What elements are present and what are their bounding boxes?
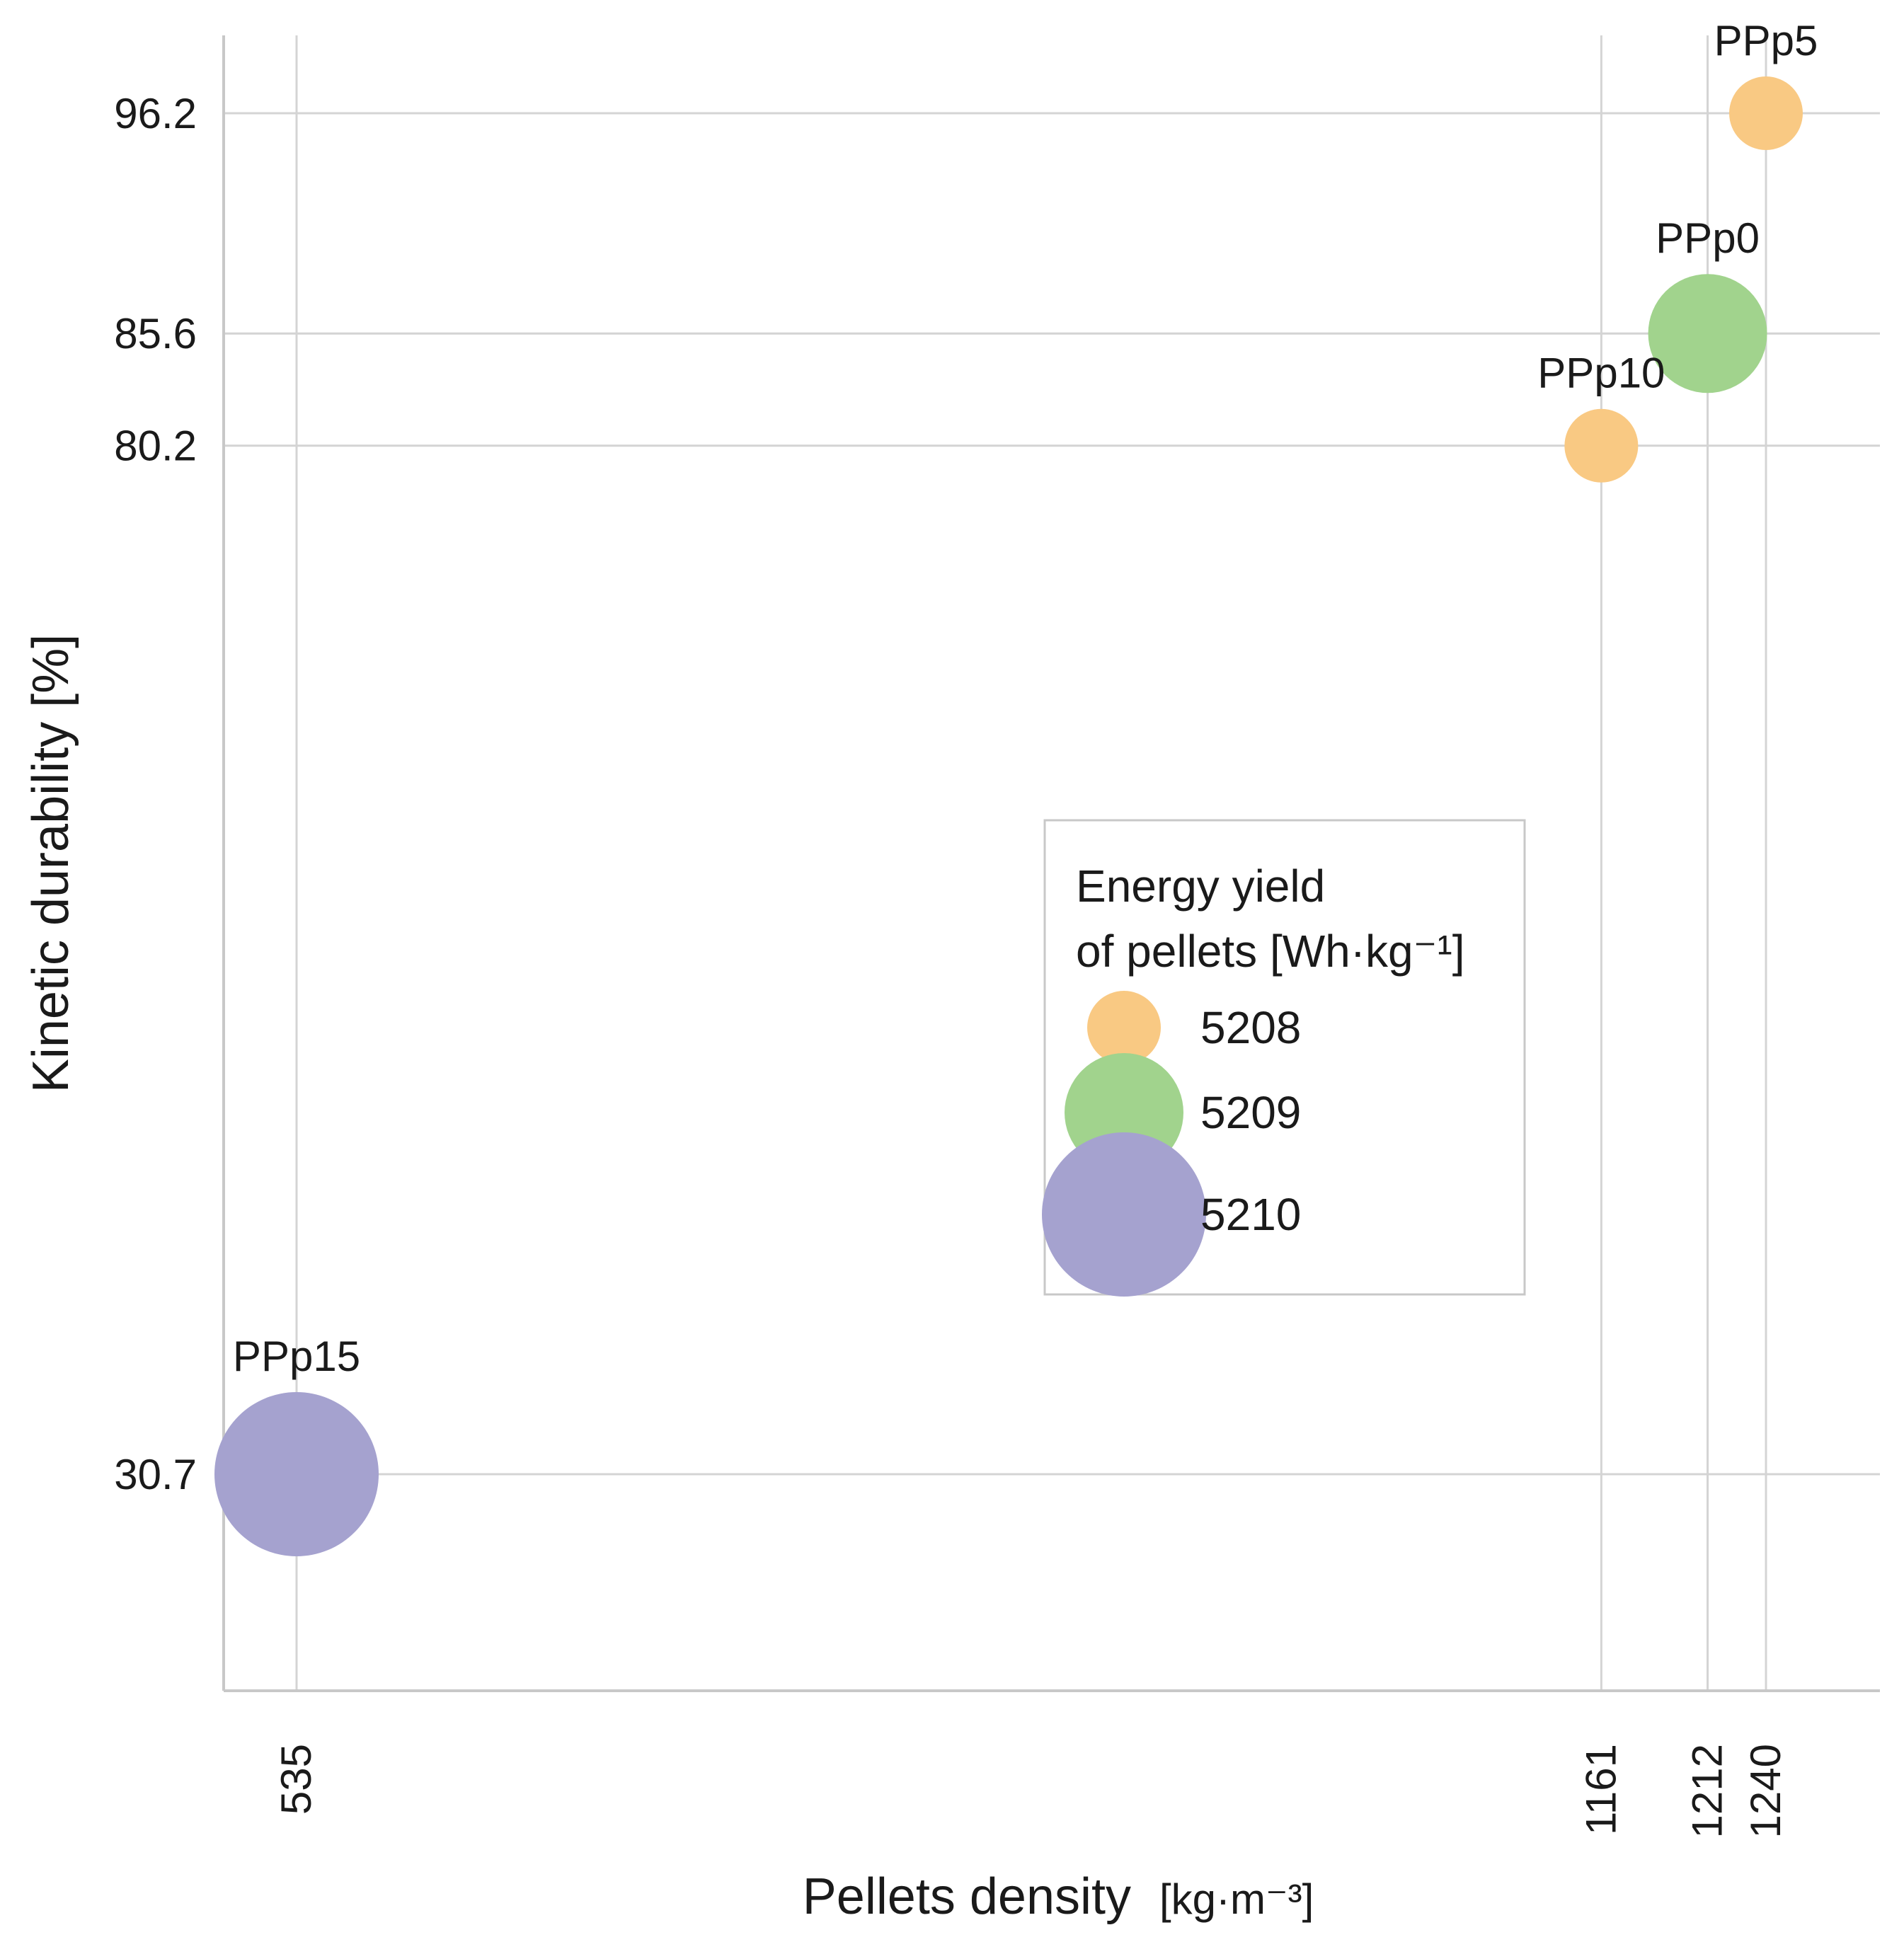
- y-tick-label-30.7: 30.7: [114, 1451, 197, 1498]
- x-tick-label-1161: 1161: [1577, 1744, 1624, 1835]
- point-label-ppp15: PPp15: [233, 1333, 360, 1380]
- x-axis-label: Pellets density: [803, 1868, 1131, 1925]
- y-tick-label-85.6: 85.6: [114, 310, 197, 357]
- x-tick-label-535: 535: [273, 1744, 320, 1815]
- data-points: [214, 76, 1803, 1556]
- legend-label-5208: 5208: [1200, 1002, 1301, 1053]
- data-point-ppp10: [1564, 408, 1639, 483]
- point-label-ppp5: PPp5: [1714, 17, 1818, 64]
- legend-marker-5210: [1042, 1132, 1206, 1297]
- x-tick-label-1240: 1240: [1742, 1744, 1789, 1838]
- x-tick-labels: 535 1161 1212 1240: [273, 1744, 1789, 1838]
- y-axis-label: Kinetic durability [%]: [23, 634, 79, 1093]
- data-point-ppp15: [214, 1392, 379, 1556]
- point-labels: PPp5 PPp0 PPp10 PPp15: [233, 17, 1818, 1380]
- legend-title-line2: of pellets [Wh·kg⁻¹]: [1076, 926, 1465, 977]
- y-tick-labels: 30.7 80.2 85.6 96.2: [114, 90, 197, 1498]
- point-label-ppp10: PPp10: [1537, 350, 1665, 397]
- x-axis-unit: [kg·m⁻³]: [1159, 1875, 1314, 1923]
- y-tick-label-96.2: 96.2: [114, 90, 197, 137]
- legend-marker-5208: [1087, 991, 1161, 1064]
- data-point-ppp0: [1648, 274, 1767, 393]
- legend-label-5209: 5209: [1200, 1087, 1301, 1138]
- y-tick-label-80.2: 80.2: [114, 423, 197, 470]
- data-point-ppp5: [1729, 76, 1803, 150]
- legend: Energy yield of pellets [Wh·kg⁻¹] 520852…: [1042, 819, 1526, 1297]
- x-tick-label-1212: 1212: [1684, 1744, 1731, 1838]
- axes: [222, 35, 1880, 1692]
- legend-label-5210: 5210: [1200, 1189, 1301, 1240]
- legend-title-line1: Energy yield: [1076, 861, 1325, 912]
- legend-entries: 5208 5209 5210: [1042, 991, 1301, 1297]
- point-label-ppp0: PPp0: [1656, 214, 1760, 262]
